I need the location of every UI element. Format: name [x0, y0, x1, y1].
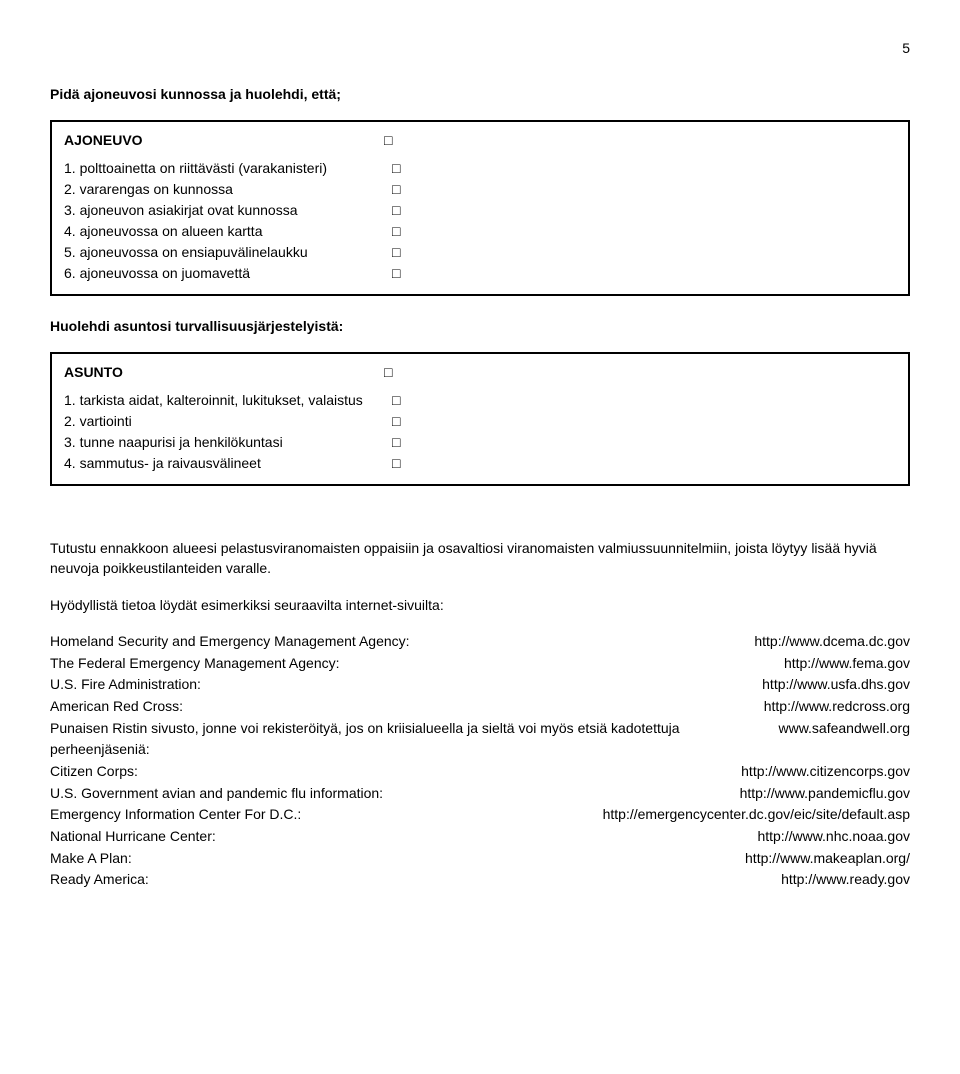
resource-link-row: Punaisen Ristin sivusto, jonne voi rekis…: [50, 718, 910, 761]
resource-url[interactable]: http://www.dcema.dc.gov: [754, 631, 910, 653]
resource-link-row: Emergency Information Center For D.C.:ht…: [50, 804, 910, 826]
resource-link-row: American Red Cross:http://www.redcross.o…: [50, 696, 910, 718]
checkbox-icon: □: [392, 432, 400, 453]
resource-label: Homeland Security and Emergency Manageme…: [50, 631, 754, 653]
checklist-item-label: 4. sammutus- ja raivausvälineet: [64, 453, 261, 474]
resource-link-row: National Hurricane Center:http://www.nhc…: [50, 826, 910, 848]
resource-url[interactable]: http://www.makeaplan.org/: [745, 848, 910, 870]
resource-label: Emergency Information Center For D.C.:: [50, 804, 603, 826]
checklist-item: 3. tunne naapurisi ja henkilökuntasi □: [64, 432, 896, 453]
checklist-item-label: 4. ajoneuvossa on alueen kartta: [64, 221, 262, 242]
section1-heading: Pidä ajoneuvosi kunnossa ja huolehdi, et…: [50, 86, 910, 102]
box-title-home: ASUNTO: [64, 364, 123, 380]
checklist-item-label: 5. ajoneuvossa on ensiapuvälinelaukku: [64, 242, 308, 263]
checkbox-icon: □: [384, 132, 392, 148]
checklist-item-label: 2. vararengas on kunnossa: [64, 179, 233, 200]
resource-link-row: Ready America:http://www.ready.gov: [50, 869, 910, 891]
checklist-item-label: 6. ajoneuvossa on juomavettä: [64, 263, 250, 284]
checklist-item-label: 3. ajoneuvon asiakirjat ovat kunnossa: [64, 200, 297, 221]
resource-label: Citizen Corps:: [50, 761, 741, 783]
links-list: Homeland Security and Emergency Manageme…: [50, 631, 910, 891]
checklist-item-label: 3. tunne naapurisi ja henkilökuntasi: [64, 432, 283, 453]
resource-label: Make A Plan:: [50, 848, 745, 870]
resource-link-row: The Federal Emergency Management Agency:…: [50, 653, 910, 675]
resource-url[interactable]: http://www.pandemicflu.gov: [740, 783, 910, 805]
resource-label: The Federal Emergency Management Agency:: [50, 653, 784, 675]
checkbox-icon: □: [384, 364, 392, 380]
checkbox-icon: □: [392, 200, 400, 221]
resource-link-row: Homeland Security and Emergency Manageme…: [50, 631, 910, 653]
checklist-item: 2. vararengas on kunnossa □: [64, 179, 896, 200]
checklist-item-label: 1. tarkista aidat, kalteroinnit, lukituk…: [64, 390, 363, 411]
checkbox-icon: □: [392, 242, 400, 263]
checklist-item: 2. vartiointi □: [64, 411, 896, 432]
home-box: ASUNTO □ 1. tarkista aidat, kalteroinnit…: [50, 352, 910, 486]
resource-url[interactable]: www.safeandwell.org: [778, 718, 910, 740]
section2-heading: Huolehdi asuntosi turvallisuusjärjestely…: [50, 318, 910, 334]
resource-link-row: U.S. Fire Administration:http://www.usfa…: [50, 674, 910, 696]
checkbox-icon: □: [392, 179, 400, 200]
checkbox-icon: □: [392, 453, 400, 474]
resource-link-row: Citizen Corps:http://www.citizencorps.go…: [50, 761, 910, 783]
resource-label: Ready America:: [50, 869, 781, 891]
resource-label: National Hurricane Center:: [50, 826, 757, 848]
checklist-item: 4. sammutus- ja raivausvälineet □: [64, 453, 896, 474]
resource-url[interactable]: http://www.usfa.dhs.gov: [762, 674, 910, 696]
checklist-item-label: 2. vartiointi: [64, 411, 132, 432]
checkbox-icon: □: [392, 221, 400, 242]
checkbox-icon: □: [392, 390, 400, 411]
checklist-item: 1. tarkista aidat, kalteroinnit, lukituk…: [64, 390, 896, 411]
checklist-item: 3. ajoneuvon asiakirjat ovat kunnossa □: [64, 200, 896, 221]
intro-paragraph-1: Tutustu ennakkoon alueesi pelastusvirano…: [50, 538, 910, 579]
checkbox-icon: □: [392, 411, 400, 432]
vehicle-box: AJONEUVO □ 1. polttoainetta on riittäväs…: [50, 120, 910, 296]
checklist-item-label: 1. polttoainetta on riittävästi (varakan…: [64, 158, 327, 179]
resource-label: U.S. Government avian and pandemic flu i…: [50, 783, 740, 805]
resource-url[interactable]: http://www.citizencorps.gov: [741, 761, 910, 783]
box-title-vehicle: AJONEUVO: [64, 132, 143, 148]
checklist-item: 1. polttoainetta on riittävästi (varakan…: [64, 158, 896, 179]
resource-label: Punaisen Ristin sivusto, jonne voi rekis…: [50, 718, 778, 761]
resource-link-row: Make A Plan:http://www.makeaplan.org/: [50, 848, 910, 870]
resource-url[interactable]: http://www.nhc.noaa.gov: [757, 826, 910, 848]
resource-label: American Red Cross:: [50, 696, 764, 718]
resource-url[interactable]: http://www.ready.gov: [781, 869, 910, 891]
resource-url[interactable]: http://emergencycenter.dc.gov/eic/site/d…: [603, 804, 910, 826]
checklist-item: 4. ajoneuvossa on alueen kartta □: [64, 221, 896, 242]
checklist-item: 5. ajoneuvossa on ensiapuvälinelaukku □: [64, 242, 896, 263]
resource-url[interactable]: http://www.redcross.org: [764, 696, 910, 718]
resource-url[interactable]: http://www.fema.gov: [784, 653, 910, 675]
checkbox-icon: □: [392, 158, 400, 179]
resource-label: U.S. Fire Administration:: [50, 674, 762, 696]
checkbox-icon: □: [392, 263, 400, 284]
resource-link-row: U.S. Government avian and pandemic flu i…: [50, 783, 910, 805]
page-number: 5: [50, 40, 910, 56]
intro-paragraph-2: Hyödyllistä tietoa löydät esimerkiksi se…: [50, 595, 910, 615]
checklist-item: 6. ajoneuvossa on juomavettä □: [64, 263, 896, 284]
